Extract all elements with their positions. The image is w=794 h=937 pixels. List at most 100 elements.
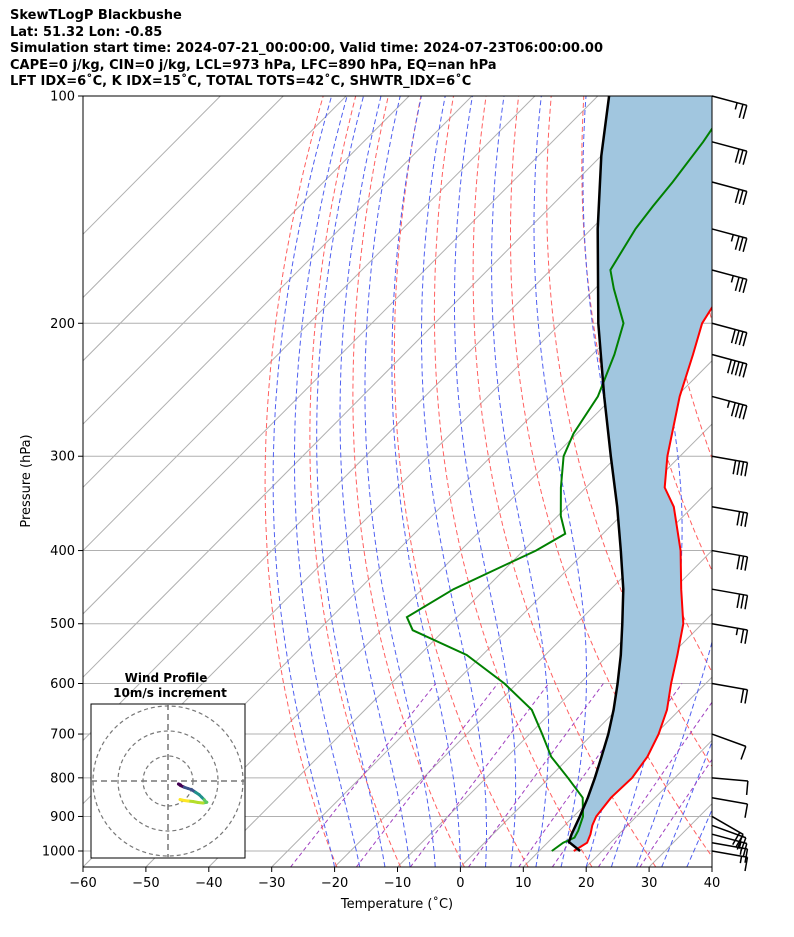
x-tick-label: 0 (456, 876, 464, 891)
dry-adiabat (433, 96, 593, 867)
wind-barb-staff (711, 353, 747, 365)
wind-barb-flag (740, 461, 745, 476)
wind-barb-staff (711, 506, 748, 514)
moist-adiabat (272, 96, 336, 867)
wind-barb-flag (744, 595, 749, 610)
y-tick-label: 300 (50, 450, 75, 465)
wind-barb-flag (734, 148, 740, 163)
hodograph-ring (117, 730, 219, 832)
wind-barb-staff (711, 588, 748, 597)
wind-barb (711, 733, 747, 760)
wind-barb-flag (738, 190, 744, 205)
wind-barb-flag (738, 331, 744, 346)
cape-cin-shade (568, 96, 712, 851)
y-tick-label: 700 (50, 728, 75, 743)
wind-barb-flag (745, 780, 749, 795)
moist-adiabat (316, 96, 386, 867)
dry-adiabat (264, 96, 338, 867)
y-tick-label: 400 (50, 544, 75, 559)
wind-barb-flag (742, 279, 748, 294)
time-line: Simulation start time: 2024-07-21_00:00:… (10, 41, 603, 56)
wind-barb-flag (740, 837, 747, 852)
isotherm (397, 549, 712, 867)
isotherm (83, 96, 347, 362)
wind-barb-half-flag (739, 856, 743, 864)
wind-barb-flag (744, 556, 749, 571)
wind-barb (711, 269, 748, 294)
wind-barb (711, 796, 749, 818)
isotherm (83, 96, 410, 425)
hodograph-content (91, 704, 245, 858)
wind-barb (711, 141, 748, 165)
moist-adiabat (454, 96, 517, 867)
y-tick-label: 900 (50, 810, 75, 825)
temperature-line (573, 305, 712, 852)
wind-barb-staff (711, 733, 747, 748)
x-tick-label: −20 (321, 876, 348, 891)
dry-adiabat (747, 96, 794, 867)
dry-adiabat (393, 96, 529, 867)
y-tick-label: 600 (50, 677, 75, 692)
wind-barb-flag (738, 362, 744, 377)
wind-barbs (711, 95, 749, 872)
isotherm (711, 866, 712, 867)
isotherm (775, 96, 794, 867)
indices-line: LFT IDX=6˚C, K IDX=15˚C, TOTAL TOTS=42˚C… (10, 74, 472, 89)
grid-layer (83, 96, 794, 867)
x-tick-label: −60 (69, 876, 96, 891)
wind-barb-flag (744, 462, 749, 477)
y-axis-label: Pressure (hPa) (19, 434, 34, 527)
y-tick-label: 800 (50, 771, 75, 786)
wind-barb (711, 777, 749, 795)
isotherm (145, 296, 712, 867)
wind-barb-half-flag (730, 234, 734, 242)
x-tick-label: 20 (578, 876, 595, 891)
mixing-ratio-line (639, 758, 712, 867)
y-tick-label: 200 (50, 317, 75, 332)
wind-barb (711, 850, 749, 872)
wind-barb-flag (734, 189, 740, 203)
wind-barb-staff (711, 269, 747, 281)
wind-barb-flag (736, 593, 741, 608)
wind-barb (711, 506, 749, 527)
wind-barb-staff (711, 796, 748, 805)
moist-adiabat (686, 808, 712, 867)
axes-layer: −60 −50 −40 −30 −20 −10 0 10 20 30 40 100 200 300 400 5… (42, 90, 720, 892)
wind-barb-flag (742, 150, 748, 165)
wind-barb-staff (711, 322, 747, 334)
wind-barb-flag (736, 511, 741, 526)
wind-barb-staff (711, 549, 748, 558)
dry-adiabat (779, 96, 794, 867)
x-tick-label: 40 (704, 876, 721, 891)
wind-barb-staff (711, 815, 744, 836)
dewpoint-line (405, 127, 712, 852)
wind-barb (711, 353, 748, 378)
wind-barb-staff (711, 455, 748, 464)
wind-barb-flag (732, 460, 737, 475)
moist-adiabat (364, 96, 436, 867)
wind-barb (711, 181, 748, 206)
wind-barb-half-flag (726, 400, 731, 409)
stability-line: CAPE=0 j/kg, CIN=0 j/kg, LCL=973 hPa, LF… (10, 57, 497, 73)
wind-barb-half-flag (738, 841, 742, 849)
x-tick-label: −50 (132, 876, 159, 891)
wind-barb (711, 622, 749, 644)
wind-barb-flag (740, 555, 745, 571)
wind-barb-staff (711, 824, 747, 839)
wind-barb-flag (740, 629, 745, 644)
wind-barb-staff (711, 777, 748, 782)
moist-adiabat (421, 96, 487, 867)
moist-adiabat (339, 96, 411, 867)
moist-adiabat (294, 96, 361, 867)
isotherm (83, 96, 221, 235)
moist-adiabat (391, 96, 461, 867)
dry-adiabat (309, 96, 402, 867)
wind-barb-staff (711, 850, 748, 858)
wind-barb-flag (742, 105, 748, 120)
y-tick-label: 100 (50, 90, 75, 105)
dry-adiabat (472, 96, 657, 867)
wind-barb-staff (711, 141, 747, 152)
isotherm (83, 106, 712, 742)
wind-barb (711, 322, 748, 347)
